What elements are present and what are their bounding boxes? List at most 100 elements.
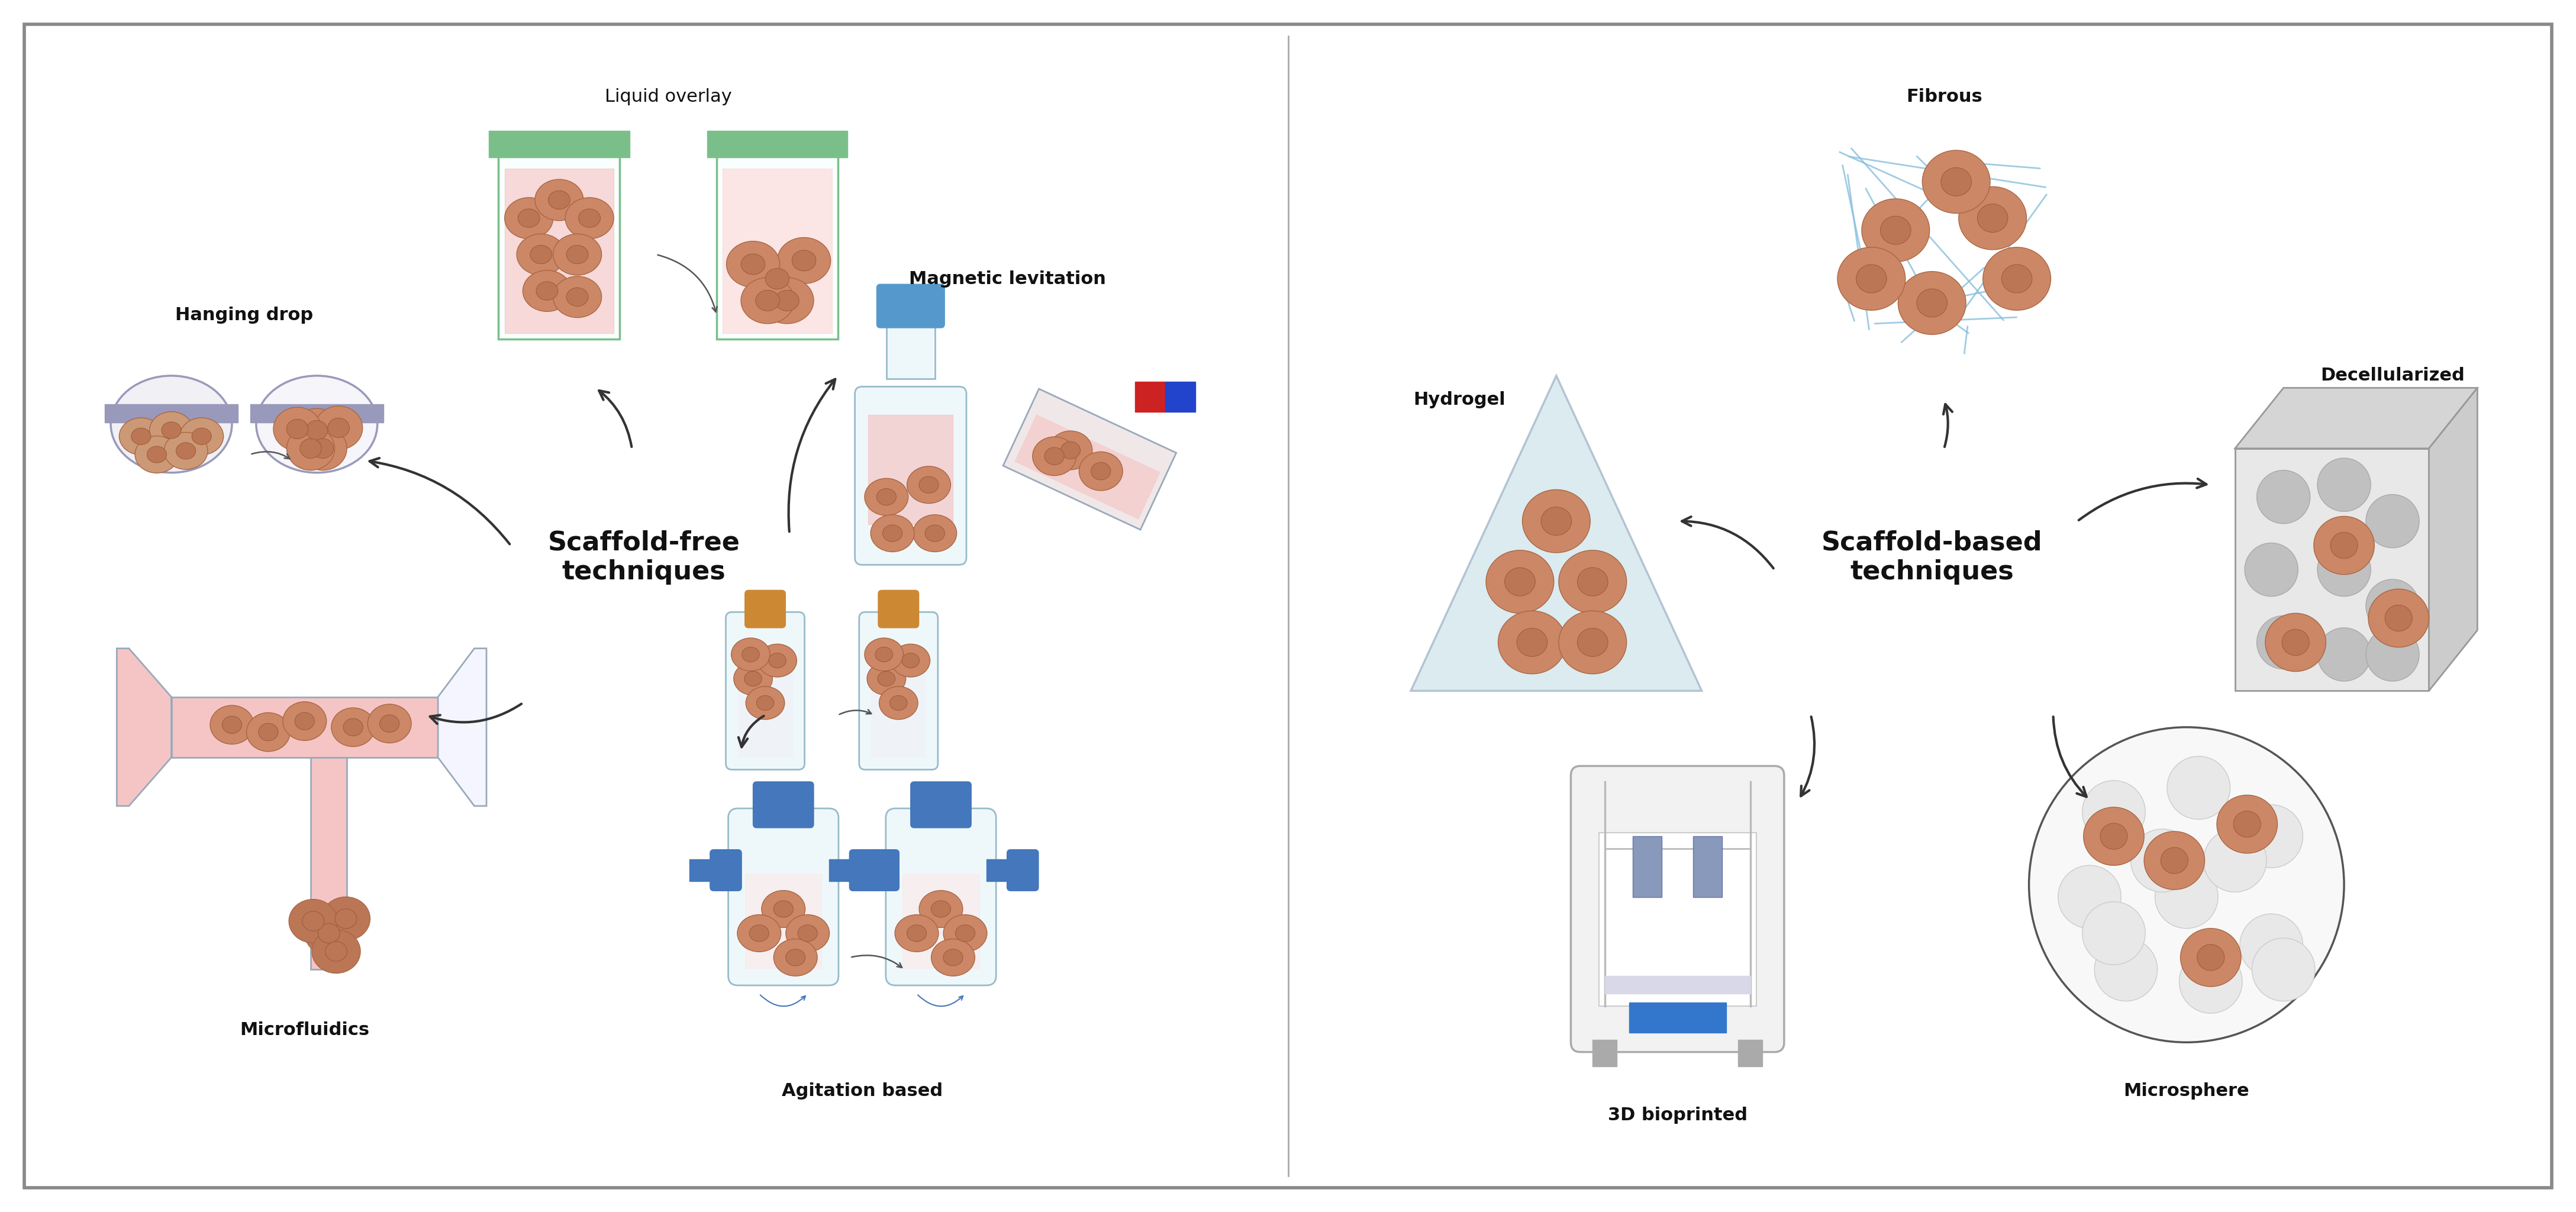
Ellipse shape	[907, 925, 927, 942]
Ellipse shape	[327, 418, 350, 438]
Ellipse shape	[180, 418, 224, 454]
Ellipse shape	[165, 433, 209, 469]
FancyArrowPatch shape	[739, 716, 762, 747]
Ellipse shape	[1899, 271, 1965, 335]
FancyBboxPatch shape	[855, 387, 966, 565]
FancyArrowPatch shape	[853, 955, 902, 967]
Ellipse shape	[878, 686, 917, 720]
Ellipse shape	[750, 925, 770, 942]
FancyBboxPatch shape	[752, 782, 814, 828]
Ellipse shape	[2331, 532, 2357, 559]
Ellipse shape	[2218, 795, 2277, 853]
Circle shape	[2365, 494, 2419, 548]
Text: 3D bioprinted: 3D bioprinted	[1607, 1107, 1747, 1124]
Circle shape	[2030, 727, 2344, 1042]
Ellipse shape	[786, 915, 829, 951]
Text: Microfluidics: Microfluidics	[240, 1022, 368, 1039]
Ellipse shape	[314, 406, 363, 450]
FancyBboxPatch shape	[1007, 850, 1038, 891]
Ellipse shape	[335, 909, 355, 928]
Ellipse shape	[1577, 628, 1607, 657]
Bar	[886, 324, 935, 378]
Ellipse shape	[1558, 611, 1625, 674]
Ellipse shape	[111, 376, 232, 473]
Circle shape	[2202, 829, 2267, 892]
FancyArrowPatch shape	[2053, 716, 2087, 796]
Polygon shape	[116, 648, 173, 806]
Text: Scaffold-based
techniques: Scaffold-based techniques	[1821, 530, 2043, 585]
Ellipse shape	[1837, 247, 1906, 310]
Ellipse shape	[1504, 567, 1535, 596]
Text: Scaffold-free
techniques: Scaffold-free techniques	[549, 530, 739, 585]
Ellipse shape	[518, 234, 564, 275]
Ellipse shape	[1978, 204, 2007, 233]
Bar	[2236, 448, 2429, 691]
Bar	[1600, 833, 1757, 1006]
Ellipse shape	[379, 715, 399, 732]
Ellipse shape	[255, 376, 376, 473]
FancyBboxPatch shape	[878, 590, 920, 628]
FancyArrowPatch shape	[430, 704, 520, 724]
Ellipse shape	[2143, 831, 2205, 890]
FancyBboxPatch shape	[1571, 766, 1785, 1052]
Ellipse shape	[912, 515, 956, 551]
Ellipse shape	[567, 245, 587, 264]
Ellipse shape	[876, 488, 896, 505]
Ellipse shape	[2367, 589, 2429, 647]
Circle shape	[2365, 579, 2419, 633]
Ellipse shape	[322, 897, 371, 941]
Circle shape	[2081, 781, 2146, 844]
Ellipse shape	[312, 930, 361, 973]
Ellipse shape	[799, 925, 817, 942]
Ellipse shape	[1486, 550, 1553, 613]
FancyBboxPatch shape	[711, 850, 742, 891]
Ellipse shape	[222, 716, 242, 733]
Ellipse shape	[1940, 167, 1971, 196]
Bar	[173, 697, 438, 758]
Ellipse shape	[2099, 823, 2128, 850]
Polygon shape	[1002, 389, 1177, 530]
FancyBboxPatch shape	[729, 808, 840, 985]
Bar	[706, 131, 848, 158]
Ellipse shape	[791, 250, 817, 271]
FancyBboxPatch shape	[726, 612, 804, 770]
FancyArrowPatch shape	[840, 710, 871, 714]
Ellipse shape	[902, 653, 920, 668]
Text: Magnetic levitation: Magnetic levitation	[909, 270, 1105, 287]
Text: Hanging drop: Hanging drop	[175, 307, 314, 324]
Ellipse shape	[1922, 150, 1991, 213]
Ellipse shape	[258, 724, 278, 741]
Bar	[987, 859, 1036, 881]
Text: Fibrous: Fibrous	[1906, 88, 1981, 105]
Circle shape	[2241, 805, 2303, 868]
Ellipse shape	[768, 653, 786, 668]
Ellipse shape	[286, 427, 335, 470]
Ellipse shape	[536, 281, 559, 301]
Ellipse shape	[1917, 288, 1947, 318]
Ellipse shape	[1043, 447, 1064, 465]
Ellipse shape	[1880, 216, 1911, 245]
Bar	[1692, 836, 1723, 897]
Circle shape	[2251, 938, 2316, 1001]
Ellipse shape	[775, 290, 799, 311]
Ellipse shape	[2002, 264, 2032, 293]
Ellipse shape	[1033, 436, 1077, 475]
Ellipse shape	[747, 686, 786, 720]
Ellipse shape	[866, 479, 909, 515]
Polygon shape	[438, 648, 487, 806]
Bar	[1739, 1040, 1762, 1067]
Circle shape	[2257, 616, 2311, 669]
Ellipse shape	[343, 719, 363, 736]
Ellipse shape	[304, 911, 353, 955]
FancyArrowPatch shape	[788, 379, 835, 532]
Ellipse shape	[286, 419, 309, 439]
Ellipse shape	[732, 638, 770, 671]
Polygon shape	[1412, 376, 1703, 691]
Ellipse shape	[2179, 928, 2241, 987]
FancyArrowPatch shape	[600, 390, 631, 447]
Bar	[1592, 1040, 1618, 1067]
Ellipse shape	[1558, 550, 1625, 613]
FancyBboxPatch shape	[876, 284, 945, 327]
Ellipse shape	[765, 268, 788, 290]
FancyArrowPatch shape	[1801, 716, 1814, 796]
